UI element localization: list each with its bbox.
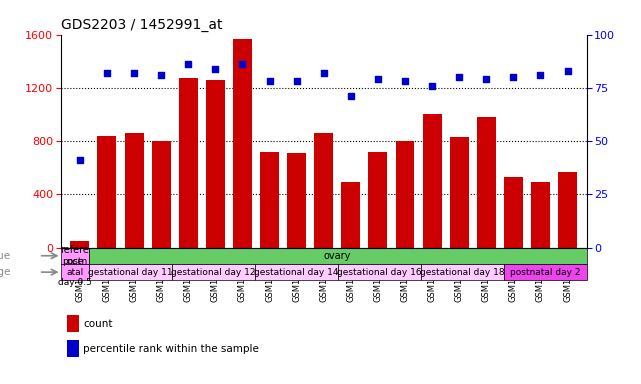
- Point: [454, 74, 464, 80]
- Bar: [233, 38, 252, 248]
- Point: [373, 76, 383, 82]
- Bar: [61, 248, 88, 264]
- Bar: [152, 141, 171, 248]
- Bar: [420, 264, 504, 280]
- Bar: [314, 133, 333, 248]
- Bar: [172, 264, 254, 280]
- Bar: [450, 137, 469, 248]
- Bar: [124, 133, 144, 248]
- Bar: [338, 264, 420, 280]
- Bar: [477, 117, 495, 248]
- Text: gestational day 12: gestational day 12: [171, 268, 255, 276]
- Bar: [504, 177, 523, 248]
- Point: [129, 70, 139, 76]
- Bar: [88, 264, 172, 280]
- Text: GDS2203 / 1452991_at: GDS2203 / 1452991_at: [61, 18, 222, 32]
- Point: [508, 74, 519, 80]
- Bar: [558, 172, 577, 248]
- Point: [237, 61, 247, 68]
- Point: [319, 70, 329, 76]
- Text: postnatal day 2: postnatal day 2: [510, 268, 580, 276]
- Point: [481, 76, 492, 82]
- Point: [102, 70, 112, 76]
- Bar: [395, 141, 415, 248]
- Text: ovary: ovary: [324, 251, 351, 261]
- Bar: [260, 152, 279, 248]
- Bar: [287, 153, 306, 248]
- Bar: [369, 152, 387, 248]
- Point: [562, 68, 572, 74]
- Point: [75, 157, 85, 163]
- Point: [345, 93, 356, 99]
- Text: gestational day 11: gestational day 11: [88, 268, 172, 276]
- Point: [264, 78, 274, 84]
- Text: age: age: [0, 267, 11, 277]
- Point: [183, 61, 194, 68]
- Point: [400, 78, 410, 84]
- Text: refere
nce: refere nce: [60, 245, 89, 266]
- Bar: [341, 182, 360, 248]
- Text: postn
atal
day 0.5: postn atal day 0.5: [58, 257, 92, 287]
- Text: percentile rank within the sample: percentile rank within the sample: [83, 344, 259, 354]
- Text: gestational day 14: gestational day 14: [254, 268, 338, 276]
- Bar: [97, 136, 117, 248]
- Point: [210, 66, 221, 72]
- Point: [156, 72, 166, 78]
- Text: count: count: [83, 319, 113, 329]
- Bar: [422, 114, 442, 248]
- Text: gestational day 18: gestational day 18: [420, 268, 504, 276]
- Bar: [504, 264, 587, 280]
- Bar: [531, 182, 550, 248]
- Bar: [179, 78, 197, 248]
- Text: gestational day 16: gestational day 16: [337, 268, 421, 276]
- Bar: [71, 241, 89, 248]
- Bar: [206, 80, 225, 248]
- Text: tissue: tissue: [0, 251, 11, 261]
- Bar: [61, 264, 88, 280]
- Point: [535, 72, 545, 78]
- Bar: [254, 264, 338, 280]
- Point: [292, 78, 302, 84]
- Point: [427, 83, 437, 89]
